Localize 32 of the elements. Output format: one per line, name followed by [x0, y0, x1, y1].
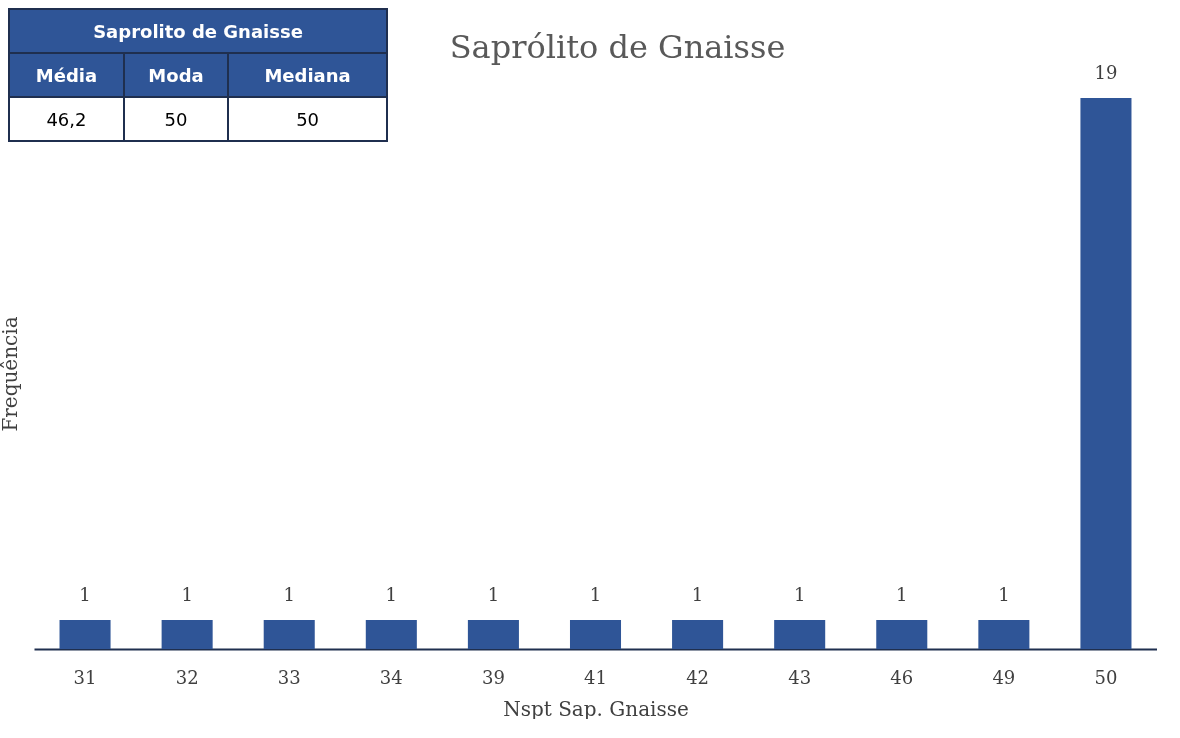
data-label: 1 [589, 584, 602, 605]
text: Média [35, 64, 98, 86]
data-label: 19 [1094, 62, 1118, 83]
data-label: 1 [487, 584, 500, 605]
data-label: 1 [691, 584, 704, 605]
x-tick-label: 49 [992, 666, 1016, 688]
x-tick-label: 32 [175, 666, 199, 688]
data-label: 1 [896, 584, 908, 605]
x-tick-label: 34 [379, 666, 403, 688]
x-tick-label: 50 [1094, 666, 1118, 688]
x-tick-label: 43 [788, 666, 812, 688]
text: Moda [148, 64, 204, 86]
x-tick-label: 31 [73, 666, 97, 688]
text: Mediana [264, 64, 351, 86]
data-label: 1 [79, 584, 91, 605]
data-label: 1 [283, 584, 295, 605]
x-axis-title: Nspt Sap. Gnaisse [503, 696, 689, 721]
data-label: 1 [793, 584, 806, 605]
annotation: 46,2 [9, 97, 124, 141]
annotation: 50 [123, 97, 229, 141]
y-axis-title: Frequência [0, 316, 22, 432]
chart-title: Saprólito de Gnaisse [449, 28, 786, 66]
x-tick-label: 33 [277, 666, 301, 688]
data-label: 1 [181, 584, 193, 605]
x-tick-label: 39 [481, 666, 505, 688]
annotation: 50 [228, 97, 387, 141]
x-tick-label: 41 [584, 666, 607, 688]
text: Saprolito de Gnaisse [93, 20, 303, 42]
data-label: 1 [385, 584, 398, 605]
data-label: 1 [998, 584, 1010, 605]
x-tick-label: 46 [890, 666, 914, 688]
x-tick-label: 42 [686, 666, 710, 688]
